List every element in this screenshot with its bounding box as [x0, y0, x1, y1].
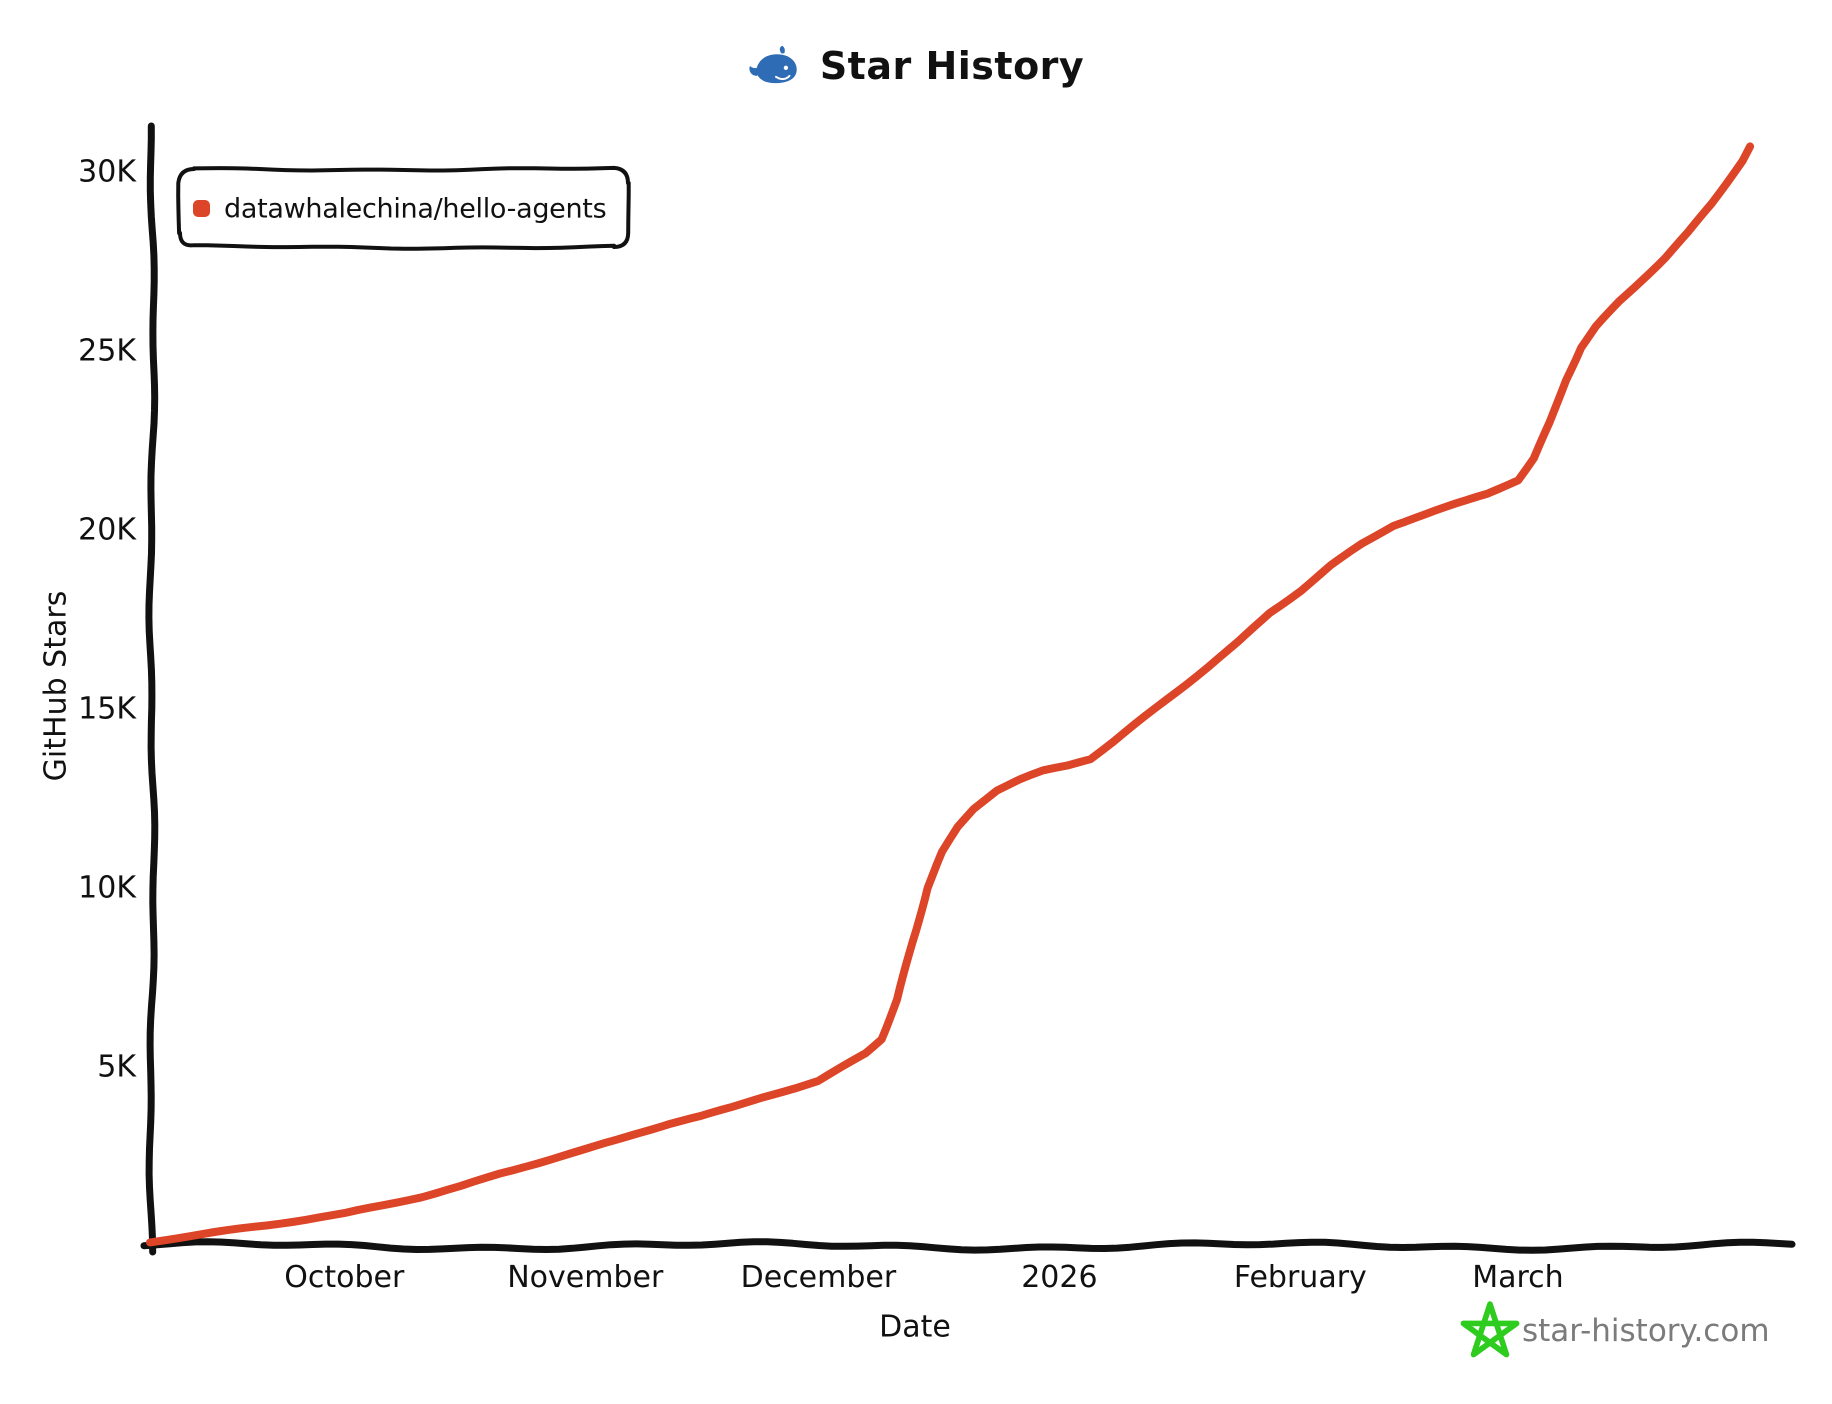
x-axis-title: Date — [879, 1309, 951, 1345]
x-tick-label: March — [1472, 1260, 1564, 1295]
legend-series-label: datawhalechina/hello-agents — [224, 193, 607, 225]
y-tick-label: 25K — [78, 333, 136, 369]
series-line — [146, 142, 1755, 1247]
watermark-text: star-history.com — [1522, 1313, 1770, 1349]
x-axis-line — [140, 1238, 1796, 1254]
x-tick-label: November — [507, 1260, 664, 1295]
y-tick-label: 30K — [78, 154, 136, 190]
y-tick-label: 15K — [78, 691, 136, 727]
y-tick-label: 5K — [97, 1049, 136, 1085]
legend-series-marker — [193, 200, 210, 217]
page-title: Star History — [819, 44, 1085, 88]
y-axis-line — [145, 122, 159, 1256]
y-axis-title: GitHub Stars — [38, 590, 74, 782]
x-tick-label: 2026 — [1021, 1260, 1098, 1295]
chart-header: Star History — [0, 38, 1832, 94]
x-tick-label: December — [740, 1260, 897, 1295]
y-tick-label: 20K — [78, 512, 136, 548]
legend-box — [176, 165, 631, 251]
x-tick-label: February — [1233, 1260, 1367, 1295]
y-tick-label: 10K — [78, 870, 136, 906]
whale-icon — [748, 38, 804, 94]
x-tick-label: October — [284, 1260, 405, 1295]
watermark-star-icon — [1459, 1300, 1521, 1362]
